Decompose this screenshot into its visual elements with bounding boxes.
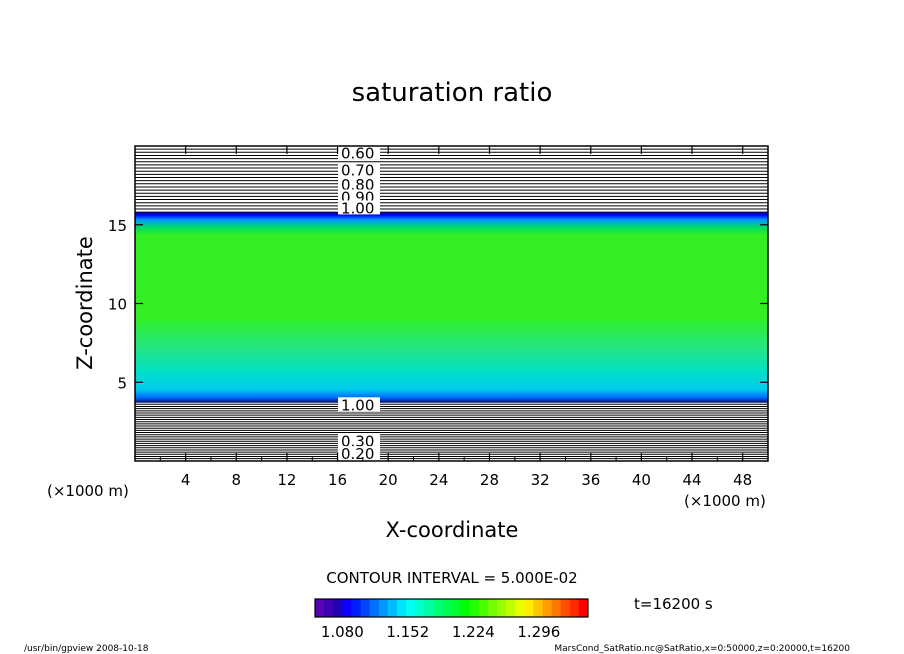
plot-area: 0.600.700.800.901.001.000.300.20 4 8 12 16 2… xyxy=(108,144,769,489)
contour-label: 1.00 xyxy=(341,396,374,414)
contour-label-bg xyxy=(338,433,380,448)
contour-label-bg xyxy=(338,162,380,177)
x-tick-label: 16 xyxy=(328,471,347,489)
colorbar-cell xyxy=(342,599,352,617)
chart-title: saturation ratio xyxy=(352,78,553,108)
x-tick-label: 40 xyxy=(632,471,651,489)
colorbar-cell xyxy=(524,599,534,617)
colorbar-cell xyxy=(315,599,325,617)
colorbar-cell xyxy=(333,599,343,617)
contour-label: 0.80 xyxy=(341,176,374,194)
colorbar-cell xyxy=(406,599,416,617)
contour-label-bg xyxy=(338,176,380,191)
colorbar-cell xyxy=(424,599,434,617)
x-tick-label: 8 xyxy=(232,471,242,489)
x-tick-label: 12 xyxy=(277,471,296,489)
contour-labels: 0.600.700.800.901.001.000.300.20 xyxy=(338,144,380,463)
colorbar-cell xyxy=(478,599,489,617)
colorbar-cell xyxy=(515,599,525,617)
x-tick-label: 44 xyxy=(682,471,701,489)
y-tick-label: 10 xyxy=(108,296,127,314)
colorbar-cell xyxy=(433,599,443,617)
x-tick-label: 24 xyxy=(429,471,448,489)
colorbar-cell xyxy=(506,599,516,617)
colorbar-cell xyxy=(569,599,580,617)
colorbar-frame xyxy=(314,598,589,618)
filled-field xyxy=(135,212,768,403)
x-tick-label: 32 xyxy=(531,471,550,489)
colorbar-cell xyxy=(542,599,553,617)
colorbar-cell xyxy=(396,599,407,617)
colorbar-cell xyxy=(460,599,471,617)
contour-label-bg xyxy=(338,446,380,461)
x-tick-label: 4 xyxy=(181,471,191,489)
colorbar-cell xyxy=(378,599,389,617)
colorbar-cell xyxy=(451,599,462,617)
colorbar-cell xyxy=(578,599,589,617)
colorbar-cell xyxy=(497,599,507,617)
y-axis-label: Z-coordinate xyxy=(73,236,97,370)
colorbar-cell xyxy=(324,599,334,617)
contour-label: 0.60 xyxy=(341,144,374,162)
footer-left: /usr/bin/gpview 2008-10-18 xyxy=(24,644,149,654)
colorbar-tick-label: 1.224 xyxy=(452,623,495,641)
contour-label-bg xyxy=(338,189,380,204)
contour-interval-text: CONTOUR INTERVAL = 5.000E-02 xyxy=(326,569,577,587)
contour-label-bg xyxy=(338,200,380,215)
contour-label-bg xyxy=(338,397,380,412)
x-tick-label: 20 xyxy=(379,471,398,489)
colorbar-labels: 1.080 1.152 1.224 1.296 xyxy=(321,623,561,641)
time-label: t=16200 s xyxy=(634,595,713,613)
y-tick-label: 15 xyxy=(108,217,127,235)
colorbar-tick-label: 1.080 xyxy=(321,623,364,641)
x-axis-label: X-coordinate xyxy=(386,518,519,542)
colorbar-cell xyxy=(387,599,398,617)
x-tick-label: 48 xyxy=(733,471,752,489)
colorbar xyxy=(315,599,589,617)
contour-label: 1.00 xyxy=(341,199,374,217)
x-unit-right: (×1000 m) xyxy=(684,492,766,510)
colorbar-tick-label: 1.152 xyxy=(386,623,429,641)
contour-label: 0.20 xyxy=(341,445,374,463)
colorbar-cell xyxy=(415,599,425,617)
x-unit-left: (×1000 m) xyxy=(47,482,129,500)
contour-label: 0.30 xyxy=(341,433,374,451)
colorbar-tick-label: 1.296 xyxy=(517,623,560,641)
contour-label-bg xyxy=(338,145,380,160)
colorbar-cell xyxy=(560,599,571,617)
colorbar-cell xyxy=(442,599,452,617)
x-tick-label: 28 xyxy=(480,471,499,489)
footer-right: MarsCond_SatRatio.nc@SatRatio,x=0:50000,… xyxy=(554,644,850,654)
colorbar-cell xyxy=(469,599,480,617)
contour-label: 0.70 xyxy=(341,162,374,180)
y-tick-label: 5 xyxy=(117,374,127,392)
colorbar-cell xyxy=(369,599,380,617)
x-tick-label: 36 xyxy=(581,471,600,489)
lower-contour-lines xyxy=(135,403,768,460)
colorbar-cell xyxy=(487,599,498,617)
colorbar-cell xyxy=(360,599,371,617)
colorbar-cell xyxy=(351,599,361,617)
colorbar-cell xyxy=(533,599,543,617)
colorbar-cell xyxy=(551,599,562,617)
